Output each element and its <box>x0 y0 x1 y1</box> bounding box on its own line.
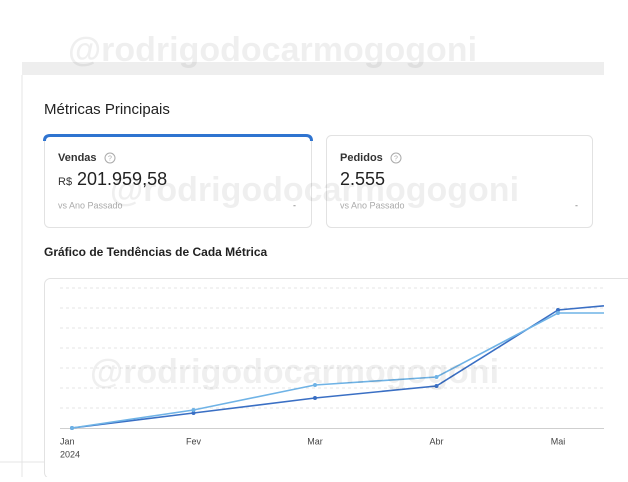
watermark: @rodrigodocarmogogoni <box>68 31 477 69</box>
x-tick-label: Mar <box>307 436 323 446</box>
x-tick-label: Abr <box>429 436 443 446</box>
x-tick-label: Fev <box>186 436 202 446</box>
card-prefix: R$ <box>58 176 72 188</box>
watermark: @rodrigodocarmogogoni <box>90 353 499 391</box>
x-tick-label: Mai <box>551 436 566 446</box>
info-icon-glyph: ? <box>394 155 398 162</box>
card-label: Pedidos <box>340 152 383 164</box>
card-label: Vendas <box>58 152 97 164</box>
x-tick-label: Jan <box>60 436 75 446</box>
info-icon-glyph: ? <box>108 155 112 162</box>
data-point <box>70 426 74 430</box>
chart-title: Gráfico de Tendências de Cada Métrica <box>44 245 268 259</box>
card-change: - <box>575 200 578 210</box>
watermark: @rodrigodocarmogogoni <box>110 171 519 209</box>
section-title: Métricas Principais <box>44 101 170 118</box>
data-point <box>192 408 196 412</box>
x-year-label: 2024 <box>60 449 80 459</box>
data-point <box>556 311 560 315</box>
data-point <box>313 396 317 400</box>
